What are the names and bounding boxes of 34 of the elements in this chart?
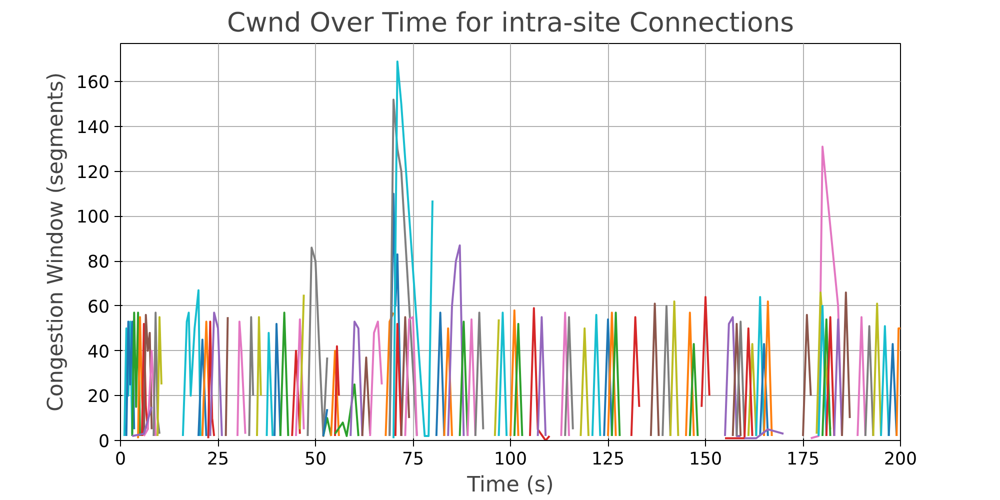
line-series [334, 383, 360, 438]
line-series [369, 320, 383, 438]
line-series [529, 307, 550, 440]
x-tick-label: 25 [206, 450, 230, 470]
chart-title: Cwnd Over Time for intra-site Connections [226, 8, 794, 38]
line-series [447, 244, 465, 438]
line-series [140, 322, 149, 438]
y-tick-label: 160 [76, 73, 110, 94]
y-tick-label: 0 [98, 432, 110, 452]
line-series [142, 314, 153, 435]
x-tick-label: 150 [688, 450, 722, 470]
x-tick-label: 200 [884, 450, 918, 470]
y-tick-label: 80 [87, 252, 110, 273]
y-tick-label: 100 [76, 208, 110, 228]
line-series [182, 289, 202, 438]
x-tick-label: 50 [304, 450, 327, 470]
y-tick-label: 40 [87, 342, 110, 362]
line-series [388, 98, 418, 438]
line-series [207, 320, 216, 440]
line-series [236, 320, 246, 438]
x-axis-title: Time (s) [466, 472, 554, 498]
line-series [152, 312, 160, 438]
y-axis-title: Congestion Window (segments) [43, 72, 68, 412]
y-tick-label: 20 [87, 387, 110, 408]
x-tick-label: 125 [591, 450, 625, 470]
line-series [306, 246, 328, 438]
x-tick-label: 100 [494, 450, 528, 470]
y-tick-label: 140 [76, 118, 110, 138]
y-tick-label: 60 [87, 297, 110, 318]
y-tick-label: 120 [76, 162, 110, 183]
x-tick-label: 175 [786, 450, 820, 470]
x-tick-label: 75 [402, 450, 424, 470]
line-series [392, 60, 434, 440]
x-tick-label: 0 [114, 450, 126, 470]
